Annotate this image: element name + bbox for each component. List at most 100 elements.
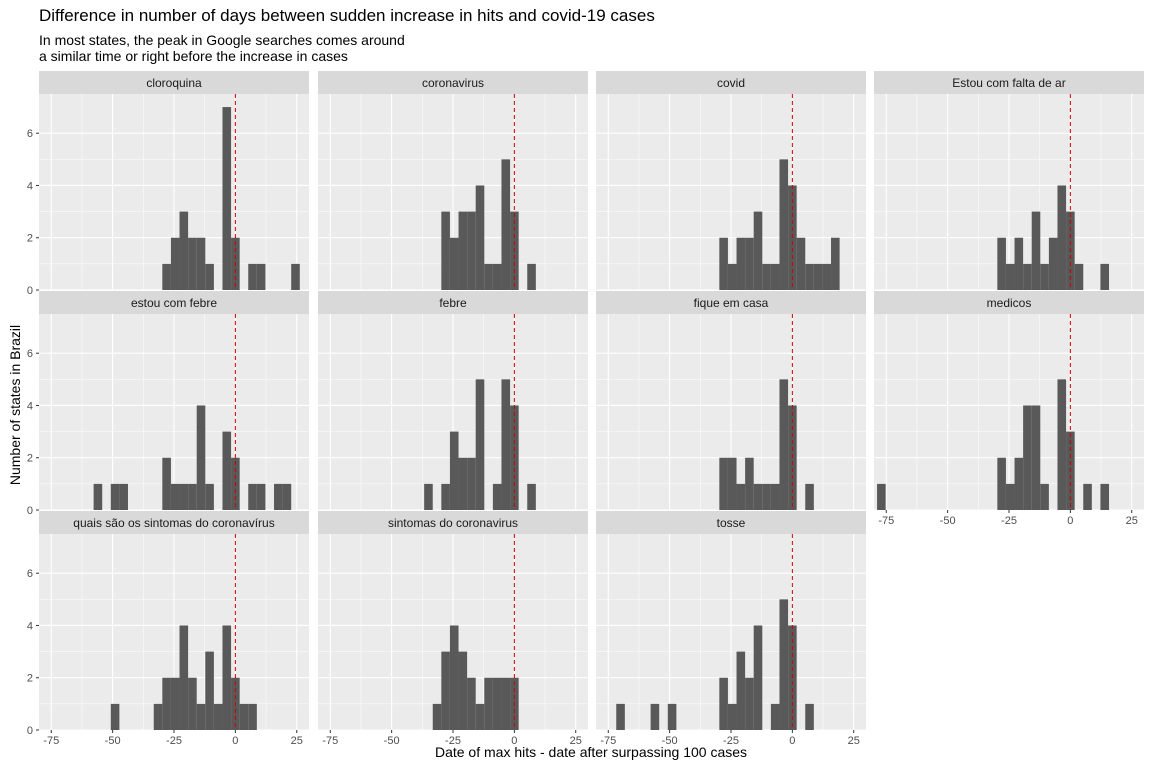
histogram-bar: [501, 159, 511, 290]
histogram-bar: [222, 625, 232, 730]
facet-label-coronavirus: coronavirus: [422, 76, 484, 90]
x-tick-label: 0: [789, 735, 795, 747]
x-tick-label: -75: [43, 735, 59, 747]
histogram-bar: [1100, 483, 1110, 510]
histogram-bar: [997, 237, 1006, 290]
x-tick-label: 25: [1126, 515, 1138, 527]
facet-strip-quais-sao-os-sintomas-do-coronavirus: [39, 511, 309, 534]
histogram-bar: [110, 483, 120, 510]
x-tick-label: 25: [848, 735, 860, 747]
y-axis-title: Number of states in Brazil: [7, 325, 23, 485]
histogram-bar: [770, 483, 780, 510]
histogram-bar: [162, 677, 171, 730]
x-tick-label: 0: [1067, 515, 1073, 527]
x-axis-title: Date of max hits - date after surpassing…: [435, 744, 747, 760]
histogram-bar: [727, 457, 737, 510]
y-tick-label: 0: [27, 285, 33, 297]
histogram-bar: [719, 237, 728, 290]
histogram-bar: [1100, 263, 1110, 290]
histogram-bar: [188, 483, 197, 510]
histogram-bar: [813, 263, 823, 290]
histogram-bar: [1048, 237, 1058, 290]
histogram-bar: [736, 237, 746, 290]
histogram-bar: [1023, 405, 1032, 510]
facet-strip-covid: [596, 71, 866, 94]
histogram-bar: [1005, 263, 1015, 290]
facet-label-cloroquina: cloroquina: [146, 76, 202, 90]
x-tick-label: -75: [322, 735, 338, 747]
histogram-bar: [1005, 483, 1015, 510]
x-tick-label: -25: [723, 735, 739, 747]
histogram-bar: [1057, 379, 1067, 510]
histogram-bar: [779, 379, 789, 510]
histogram-bar: [770, 703, 780, 730]
histogram-bar: [475, 185, 485, 290]
histogram-bar: [248, 483, 257, 510]
histogram-bar: [616, 703, 625, 730]
histogram-bar: [274, 483, 283, 510]
facet-label-fique-em-casa: fique em casa: [694, 296, 769, 310]
histogram-bar: [1040, 263, 1049, 290]
histogram-bar: [282, 483, 292, 510]
histogram-bar: [153, 703, 163, 730]
histogram-bar: [110, 703, 120, 730]
facet-strip-fique-em-casa: [596, 291, 866, 314]
y-tick-label: 0: [27, 725, 33, 737]
histogram-bar: [239, 703, 249, 730]
x-tick-label: -25: [1001, 515, 1017, 527]
histogram-bar: [170, 237, 180, 290]
histogram-bar: [458, 457, 468, 510]
histogram-bar: [492, 263, 502, 290]
histogram-bar: [745, 457, 754, 510]
histogram-bar: [805, 703, 814, 730]
x-tick-label: -25: [166, 735, 182, 747]
facet-strip-estou-com-falta-de-ar: [874, 71, 1144, 94]
facet-label-estou-com-falta-de-ar: Estou com falta de ar: [952, 76, 1065, 90]
histogram-bar: [441, 483, 450, 510]
y-tick-label: 2: [27, 453, 33, 465]
facet-strip-tosse: [596, 511, 866, 534]
histogram-bar: [467, 211, 476, 290]
histogram-bar: [1014, 457, 1024, 510]
x-tick-label: -25: [445, 735, 461, 747]
histogram-bar: [475, 379, 485, 510]
histogram-bar: [492, 483, 502, 510]
y-tick-label: 6: [27, 568, 33, 580]
histogram-bar: [170, 483, 180, 510]
subtitle-line-2: a similar time or right before the incre…: [39, 48, 348, 64]
histogram-bar: [805, 263, 814, 290]
histogram-bar: [475, 703, 485, 730]
subtitle-line-1: In most states, the peak in Google searc…: [39, 32, 405, 48]
histogram-bar: [222, 107, 232, 290]
histogram-bar: [727, 263, 737, 290]
histogram-bar: [441, 211, 450, 290]
histogram-bar: [119, 483, 128, 510]
facet-label-tosse: tosse: [717, 516, 746, 530]
histogram-bar: [467, 457, 476, 510]
histogram-bar: [432, 703, 442, 730]
histogram-bar: [205, 483, 214, 510]
histogram-bar: [458, 651, 468, 730]
histogram-bar: [179, 483, 189, 510]
histogram-bar: [449, 237, 459, 290]
histogram-bar: [188, 237, 197, 290]
x-tick-label: 0: [511, 735, 517, 747]
histogram-bar: [179, 211, 189, 290]
histogram-bar: [501, 677, 511, 730]
histogram-bar: [162, 263, 171, 290]
y-tick-label: 4: [27, 180, 33, 192]
facet-strip-coronavirus: [318, 71, 588, 94]
histogram-bar: [205, 263, 214, 290]
histogram-bar: [93, 483, 103, 510]
histogram-bar: [831, 237, 840, 290]
histogram-bar: [1040, 483, 1049, 510]
facet-label-quais-sao-os-sintomas-do-coronavirus: quais são os sintomas do coronavírus: [73, 516, 274, 530]
histogram-bar: [527, 483, 536, 510]
histogram-bar: [753, 625, 763, 730]
x-tick-label: -50: [105, 735, 121, 747]
y-tick-label: 0: [27, 505, 33, 517]
histogram-bar: [719, 457, 728, 510]
histogram-bar: [753, 483, 763, 510]
facet-strip-cloroquina: [39, 71, 309, 94]
